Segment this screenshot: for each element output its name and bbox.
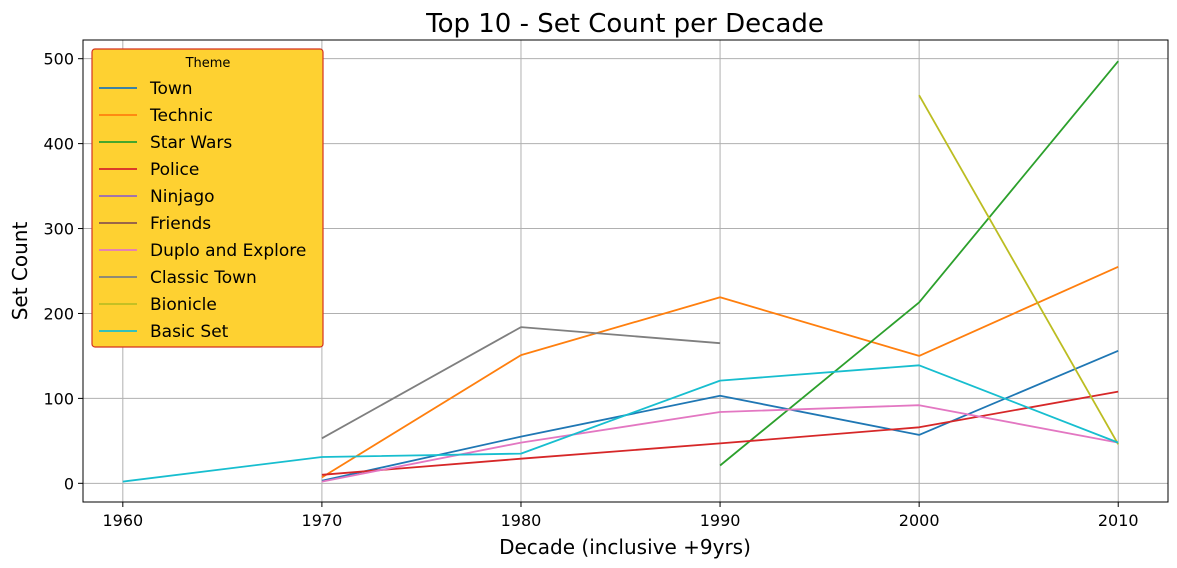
series-line-town — [321, 349, 1119, 482]
y-tick-label: 100 — [43, 389, 74, 408]
legend-title: Theme — [185, 56, 231, 71]
legend-label-bionicle: Bionicle — [150, 295, 217, 315]
legend-label-police: Police — [150, 160, 199, 180]
y-tick-label: 500 — [43, 50, 74, 69]
legend-box — [91, 48, 324, 348]
x-tick-label: 1990 — [700, 511, 741, 530]
y-tick-label: 300 — [43, 220, 74, 239]
y-axis-label: Set Count — [8, 222, 32, 321]
legend-label-duplo-and-explore: Duplo and Explore — [150, 241, 306, 261]
legend-label-friends: Friends — [150, 214, 211, 234]
legend-items: Town Technic Star Wars Police Ninjago Friends… — [99, 79, 306, 342]
y-axis: 0 100 200 300 400 500 — [43, 50, 83, 493]
series-line-basic-set — [122, 364, 1119, 483]
series-line-classic-town — [321, 326, 721, 440]
x-tick-label: 1960 — [102, 511, 143, 530]
legend-label-town: Town — [149, 79, 193, 99]
series-line-technic — [321, 265, 1119, 479]
series-line-bionicle — [918, 94, 1119, 445]
series-line-police — [321, 390, 1119, 476]
x-tick-label: 2010 — [1098, 511, 1139, 530]
legend: Theme Town Technic Star Wars Police Ninjago F… — [91, 48, 324, 348]
legend-label-star-wars: Star Wars — [150, 133, 232, 153]
y-tick-label: 200 — [43, 304, 74, 323]
series-lines — [122, 60, 1119, 483]
chart-title: Top 10 - Set Count per Decade — [425, 9, 824, 39]
legend-label-technic: Technic — [149, 106, 213, 126]
series-line-star-wars — [719, 60, 1119, 467]
x-tick-label: 1980 — [501, 511, 542, 530]
plot-frame — [82, 39, 1169, 503]
x-axis: 1960 1970 1980 1990 2000 2010 — [102, 502, 1139, 530]
legend-label-classic-town: Classic Town — [150, 268, 257, 288]
legend-label-basic-set: Basic Set — [150, 322, 229, 342]
x-tick-label: 1970 — [302, 511, 343, 530]
y-tick-label: 0 — [64, 474, 74, 493]
y-tick-label: 400 — [43, 135, 74, 154]
legend-label-ninjago: Ninjago — [150, 187, 215, 207]
x-axis-label: Decade (inclusive +9yrs) — [499, 535, 751, 559]
x-tick-label: 2000 — [899, 511, 940, 530]
